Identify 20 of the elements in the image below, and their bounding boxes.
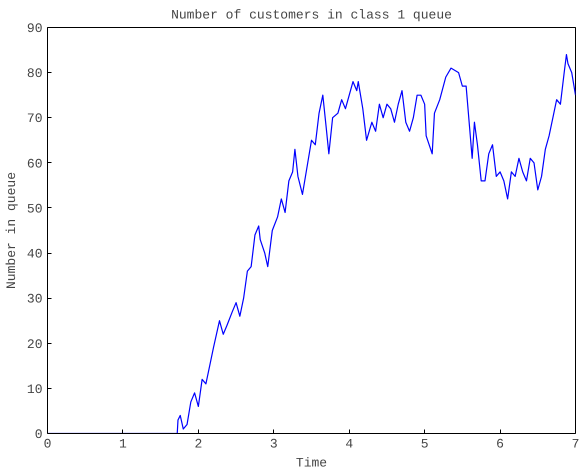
y-tick-label: 90 bbox=[26, 21, 43, 36]
x-axis-title: Time bbox=[296, 456, 328, 470]
x-tick-label: 6 bbox=[496, 436, 504, 452]
y-tick-label: 0 bbox=[34, 427, 43, 442]
y-tick-label: 20 bbox=[26, 336, 43, 352]
chart-title: Number of customers in class 1 queue bbox=[171, 8, 452, 22]
x-tick-label: 1 bbox=[119, 436, 128, 452]
y-tick-label: 30 bbox=[26, 292, 43, 307]
y-tick-label: 80 bbox=[26, 66, 43, 82]
x-tick-label: 2 bbox=[194, 436, 202, 452]
y-tick-label: 10 bbox=[26, 382, 43, 397]
y-tick-label: 70 bbox=[26, 111, 43, 126]
x-tick-label: 7 bbox=[572, 436, 579, 452]
y-tick-label: 60 bbox=[26, 156, 43, 172]
x-tick-label: 4 bbox=[345, 436, 354, 452]
x-tick-label: 5 bbox=[420, 436, 429, 452]
y-axis-title: Number in queue bbox=[4, 172, 19, 290]
y-tick-label: 40 bbox=[26, 246, 43, 262]
y-tick-label: 50 bbox=[26, 201, 43, 216]
x-tick-label: 3 bbox=[270, 436, 278, 452]
